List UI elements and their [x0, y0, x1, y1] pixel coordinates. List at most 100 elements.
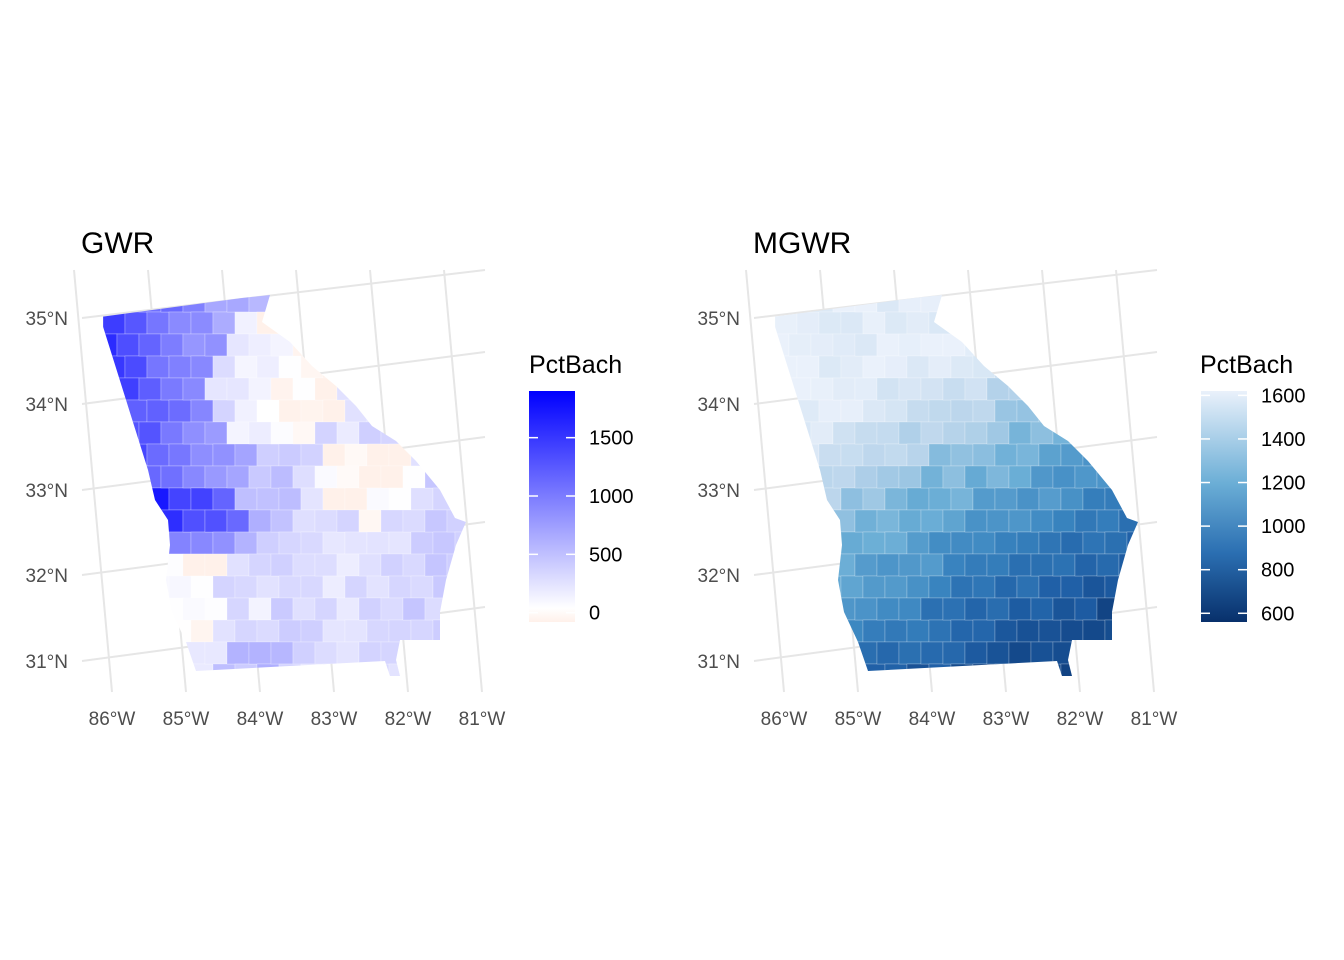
county — [1104, 619, 1128, 643]
county — [100, 465, 118, 489]
county — [986, 553, 1010, 577]
county — [1074, 421, 1098, 445]
longitude-label: 84°W — [237, 709, 284, 730]
county — [300, 575, 324, 599]
county — [1052, 333, 1076, 357]
county — [322, 311, 346, 335]
county — [336, 509, 360, 533]
county — [986, 509, 1010, 533]
county — [410, 531, 434, 555]
county — [124, 399, 148, 423]
county — [1052, 509, 1076, 533]
latitude-label: 31°N — [26, 652, 68, 673]
county — [1052, 465, 1076, 489]
county — [796, 619, 820, 643]
county — [402, 333, 426, 357]
county — [124, 575, 148, 599]
county — [160, 333, 184, 357]
county — [1082, 399, 1106, 423]
county — [1030, 421, 1054, 445]
county — [270, 509, 294, 533]
county — [226, 295, 250, 313]
legend-tick-label: 600 — [1261, 603, 1294, 625]
county — [1096, 421, 1120, 445]
county — [772, 295, 790, 313]
county — [234, 311, 258, 335]
county — [876, 509, 900, 533]
latitude-label: 31°N — [698, 652, 740, 673]
county — [344, 311, 368, 335]
county — [146, 443, 170, 467]
county — [818, 399, 842, 423]
county — [190, 355, 214, 379]
county — [1104, 663, 1128, 676]
county — [366, 487, 390, 511]
county — [256, 311, 280, 335]
county — [100, 641, 118, 665]
county — [994, 487, 1018, 511]
county — [1008, 377, 1032, 401]
county — [1074, 465, 1098, 489]
county — [972, 443, 996, 467]
county — [182, 377, 206, 401]
county — [138, 333, 162, 357]
county — [380, 553, 404, 577]
county — [204, 465, 228, 489]
county — [942, 641, 966, 665]
county — [424, 509, 448, 533]
county — [1038, 487, 1062, 511]
county — [920, 421, 944, 445]
county — [100, 421, 118, 445]
county — [256, 619, 280, 643]
county — [226, 465, 250, 489]
county — [1016, 575, 1040, 599]
county — [446, 641, 466, 665]
county — [432, 663, 456, 676]
county — [124, 487, 148, 511]
county — [906, 311, 930, 335]
county — [1104, 531, 1128, 555]
axis-labels: 35°N 34°N 33°N 32°N 31°N 86°W 85°W 84°W 83°W 82°W… — [26, 309, 506, 730]
county — [1118, 295, 1138, 313]
county — [388, 399, 412, 423]
county — [928, 575, 952, 599]
county — [410, 663, 434, 676]
county — [248, 421, 272, 445]
county — [314, 641, 338, 665]
county — [432, 575, 456, 599]
county — [138, 597, 162, 621]
county — [344, 575, 368, 599]
county — [336, 421, 360, 445]
county — [1016, 663, 1040, 676]
legend-colorbar — [529, 391, 575, 622]
county — [248, 509, 272, 533]
county — [248, 553, 272, 577]
county — [168, 443, 192, 467]
county — [469, 422, 491, 444]
county — [796, 663, 820, 676]
county — [204, 333, 228, 357]
county — [1074, 333, 1098, 357]
county — [920, 333, 944, 357]
county — [1008, 597, 1032, 621]
county — [942, 377, 966, 401]
county — [862, 663, 886, 676]
county — [1118, 465, 1138, 489]
county — [1074, 509, 1098, 533]
county — [270, 641, 294, 665]
county — [432, 487, 456, 511]
county — [358, 465, 382, 489]
county — [366, 399, 390, 423]
county — [950, 487, 974, 511]
county — [964, 509, 988, 533]
county — [832, 333, 856, 357]
county — [928, 311, 952, 335]
county — [994, 399, 1018, 423]
county — [138, 509, 162, 533]
county — [168, 399, 192, 423]
county — [898, 421, 922, 445]
county — [876, 465, 900, 489]
longitude-label: 86°W — [761, 709, 808, 730]
county — [810, 465, 834, 489]
county — [234, 355, 258, 379]
